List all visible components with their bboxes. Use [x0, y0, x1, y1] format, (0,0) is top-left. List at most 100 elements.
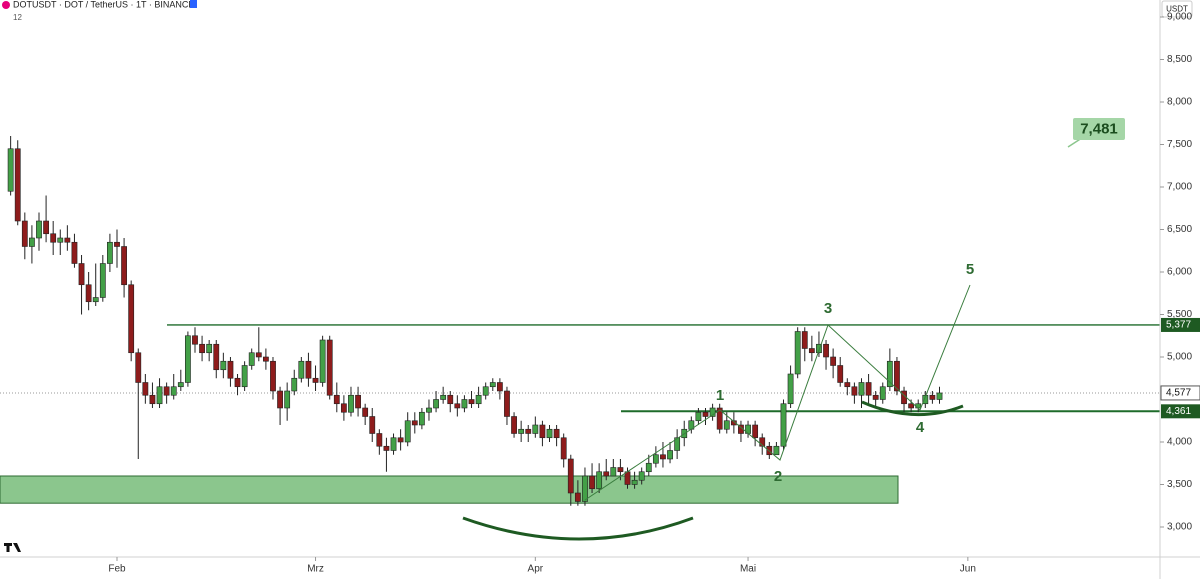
candle-body [454, 403, 461, 409]
y-tick-label: 8,000 [1167, 97, 1192, 108]
y-tick-label: 9,000 [1167, 12, 1192, 23]
candle-body [844, 382, 851, 388]
level-label-box [1161, 317, 1200, 332]
target-box [1073, 118, 1125, 140]
y-tick-label: 5,500 [1167, 309, 1192, 320]
candle-body [57, 237, 64, 243]
candle-body [617, 467, 624, 473]
candle-body [29, 237, 35, 247]
level-label: 4,361 [1166, 406, 1191, 417]
price-label: 4,577 [1166, 388, 1191, 399]
candle-body [340, 403, 347, 413]
candle-body [574, 492, 581, 502]
logo [4, 543, 21, 552]
candle-body [156, 386, 163, 405]
candle-body [43, 220, 49, 235]
candle-body [475, 394, 482, 405]
target-label: 7,481 [1080, 120, 1118, 137]
x-tick-label: Jun [960, 564, 976, 575]
candle-body [319, 339, 326, 383]
candle-body [589, 475, 595, 490]
y-tick-label: 5,000 [1167, 352, 1192, 363]
plot-area [0, 135, 1160, 506]
candle-body [7, 148, 14, 192]
wave-label: 4 [916, 419, 925, 436]
candle-body [730, 420, 737, 426]
wave-label: 3 [824, 300, 832, 317]
level-label: 5,377 [1166, 320, 1191, 331]
candle-body [227, 360, 234, 379]
candle-body [631, 479, 638, 485]
candle-body [270, 360, 276, 392]
candle-body [99, 263, 106, 298]
candle-body [823, 343, 829, 358]
candle-body [440, 394, 447, 400]
candle-body [192, 335, 198, 345]
candle-body [433, 399, 439, 409]
y-tick-label: 3,500 [1167, 479, 1192, 490]
y-tick-label: 6,500 [1167, 224, 1192, 235]
currency-label[interactable]: USDT [1166, 5, 1188, 14]
candle-body [773, 445, 780, 456]
candle-body [277, 390, 283, 409]
x-tick-label: Feb [108, 564, 126, 575]
candle-body [652, 454, 659, 464]
candle-body [170, 386, 177, 396]
candle-body [426, 407, 432, 413]
candle-body [397, 437, 404, 443]
candle-body [723, 420, 730, 430]
currency-button[interactable] [1161, 0, 1193, 18]
candle-body [496, 382, 503, 392]
candle-body [532, 424, 539, 434]
candle-body [894, 360, 900, 392]
candle-body [546, 428, 553, 439]
candle-body [489, 382, 496, 388]
candle-body [348, 394, 354, 413]
candle-body [759, 437, 766, 447]
candle-body [865, 382, 872, 396]
y-tick-label: 6,000 [1167, 267, 1192, 278]
candle-body [468, 399, 475, 405]
candle-body [879, 386, 886, 400]
candle-body [333, 394, 340, 405]
candle-body [553, 428, 560, 439]
candle-body [64, 237, 71, 243]
candle-body [411, 420, 418, 426]
y-tick-label: 7,500 [1167, 139, 1192, 150]
candle-body [213, 343, 220, 371]
candle-body [695, 411, 702, 422]
candle-body [142, 382, 149, 396]
wave-label: 1 [716, 387, 724, 404]
candle-body [660, 454, 666, 460]
candle-body [929, 394, 936, 400]
candle-body [149, 394, 156, 405]
candle-body [667, 450, 673, 460]
candle-body [560, 437, 567, 460]
y-tick-label: 7,000 [1167, 182, 1192, 193]
candle-body [539, 424, 546, 439]
candle-body [858, 382, 865, 396]
candle-body [85, 284, 92, 303]
candle-body [780, 403, 787, 447]
candle-body [36, 220, 42, 239]
symbol-title: DOTUSDT · DOT / TetherUS · 1T · BINANCE [13, 0, 194, 9]
candle-body [794, 331, 801, 375]
x-tick-label: Mrz [307, 564, 324, 575]
candle-body [369, 416, 376, 434]
candle-body [461, 399, 468, 409]
candle-body [107, 241, 113, 264]
candle-body [752, 424, 759, 439]
candle-body [92, 297, 99, 303]
x-tick-label: Mai [740, 564, 756, 575]
candle-body [71, 241, 78, 264]
x-tick-label: Apr [528, 564, 544, 575]
candle-body [284, 390, 291, 409]
demand-zone [0, 475, 899, 504]
candle-body [716, 407, 723, 430]
candle-body [603, 471, 610, 477]
candle-body [872, 394, 879, 400]
candle-body [298, 360, 305, 379]
candle-body [504, 390, 510, 417]
arc [462, 516, 694, 541]
